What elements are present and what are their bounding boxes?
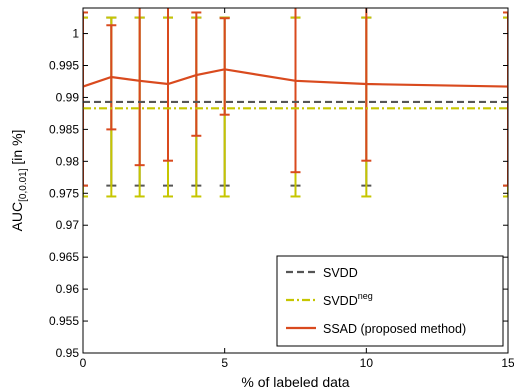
series-3-errorbars (83, 8, 508, 187)
plot-area (83, 8, 508, 198)
legend-label-2: SVDDneg (323, 291, 373, 308)
y-tick-label: 1 (72, 27, 79, 41)
y-tick-label: 0.97 (56, 218, 80, 232)
y-tick-label: 0.995 (49, 59, 79, 73)
y-tick-label: 0.96 (56, 282, 80, 296)
y-tick-label: 0.965 (49, 250, 79, 264)
y-axis-label: AUC[0,0.01] [in %] (9, 130, 29, 232)
legend-label-text: SVDD (323, 294, 358, 308)
x-tick-label: 5 (221, 356, 228, 370)
legend-label-superscript: neg (358, 291, 373, 301)
y-tick-label: 0.99 (56, 90, 80, 104)
legend-label-1: SVDD (323, 266, 358, 280)
y-tick-label: 0.955 (49, 314, 79, 328)
axes-frame (82, 7, 509, 354)
y-tick-label: 0.95 (56, 346, 80, 360)
legend-label-3: SSAD (proposed method) (323, 322, 466, 336)
x-axis-label: % of labeled data (241, 374, 349, 390)
x-tick-label: 10 (360, 356, 374, 370)
legend-label-text: SVDD (323, 266, 358, 280)
y-tick-label: 0.985 (49, 122, 79, 136)
legend-label-text: SSAD (proposed method) (323, 322, 466, 336)
x-tick-label: 0 (80, 356, 87, 370)
y-tick-label: 0.98 (56, 154, 80, 168)
x-tick-label: 15 (501, 356, 514, 370)
y-axis-label-subscript: [0,0.01] (18, 168, 29, 202)
y-axis-label-main: AUC (9, 202, 25, 232)
y-axis-label-suffix: [in %] (9, 130, 25, 169)
y-tick-label: 0.975 (49, 186, 79, 200)
series-3-line (83, 68, 508, 88)
axes: 0.95 0.955 0.96 0.965 0.97 0.975 0.98 0.985 0.99… (49, 7, 514, 370)
